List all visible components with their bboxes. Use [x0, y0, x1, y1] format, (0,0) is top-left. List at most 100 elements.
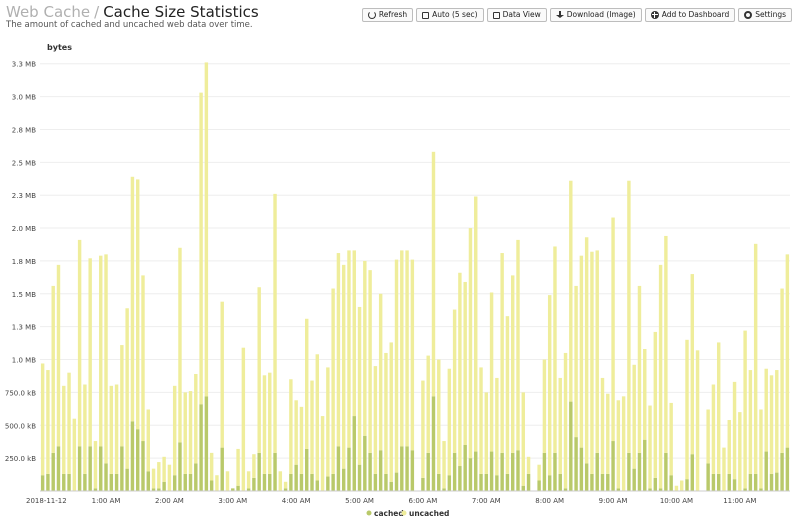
bar-uncached[interactable]: [653, 331, 658, 478]
bar-cached[interactable]: [146, 471, 150, 491]
bar-uncached[interactable]: [56, 264, 61, 447]
bar-uncached[interactable]: [510, 275, 515, 453]
bar-uncached[interactable]: [743, 330, 747, 489]
bar-cached[interactable]: [458, 466, 462, 491]
refresh-button[interactable]: Refresh: [361, 8, 414, 22]
bar-cached[interactable]: [120, 446, 124, 491]
bar-cached[interactable]: [569, 401, 573, 491]
bar-cached[interactable]: [558, 473, 562, 491]
bar-cached[interactable]: [405, 446, 409, 491]
bar-cached[interactable]: [574, 437, 578, 491]
bar-uncached[interactable]: [157, 462, 161, 489]
bar-uncached[interactable]: [474, 196, 478, 452]
bar-uncached[interactable]: [484, 392, 489, 474]
bar-cached[interactable]: [780, 452, 784, 491]
bar-uncached[interactable]: [722, 447, 726, 491]
bar-cached[interactable]: [231, 488, 235, 491]
bar-uncached[interactable]: [563, 352, 568, 489]
bar-cached[interactable]: [93, 488, 98, 491]
bar-cached[interactable]: [611, 441, 615, 491]
bar-cached[interactable]: [484, 473, 489, 491]
bar-uncached[interactable]: [99, 255, 103, 447]
bar-cached[interactable]: [595, 452, 599, 491]
bar-uncached[interactable]: [125, 308, 129, 469]
bar-cached[interactable]: [378, 450, 383, 491]
bar-cached[interactable]: [294, 464, 298, 491]
bar-uncached[interactable]: [547, 295, 552, 476]
bar-cached[interactable]: [151, 488, 156, 491]
bar-cached[interactable]: [310, 473, 314, 491]
bar-cached[interactable]: [500, 452, 504, 491]
bar-cached[interactable]: [299, 473, 304, 491]
bar-cached[interactable]: [183, 473, 187, 491]
bar-cached[interactable]: [394, 472, 399, 491]
bar-uncached[interactable]: [695, 350, 700, 491]
bar-cached[interactable]: [727, 473, 731, 491]
auto-refresh-toggle[interactable]: Auto (5 sec): [416, 8, 484, 22]
bar-uncached[interactable]: [257, 287, 261, 453]
bar-cached[interactable]: [109, 473, 114, 491]
bar-uncached[interactable]: [188, 391, 193, 474]
bar-uncached[interactable]: [426, 355, 430, 453]
bar-uncached[interactable]: [521, 392, 525, 486]
bar-uncached[interactable]: [109, 385, 114, 474]
bar-cached[interactable]: [305, 448, 309, 491]
bar-cached[interactable]: [40, 475, 45, 491]
bar-uncached[interactable]: [664, 235, 668, 453]
bar-uncached[interactable]: [495, 377, 499, 476]
bar-uncached[interactable]: [252, 454, 256, 478]
bar-cached[interactable]: [77, 446, 82, 491]
bar-uncached[interactable]: [120, 345, 124, 447]
bar-uncached[interactable]: [685, 339, 689, 480]
bar-uncached[interactable]: [452, 309, 457, 453]
bar-cached[interactable]: [563, 488, 568, 491]
bar-cached[interactable]: [590, 473, 594, 491]
bar-uncached[interactable]: [299, 406, 304, 474]
bar-uncached[interactable]: [558, 377, 562, 474]
bar-uncached[interactable]: [732, 381, 737, 480]
bar-uncached[interactable]: [764, 368, 768, 452]
bar-uncached[interactable]: [458, 272, 462, 467]
bar-uncached[interactable]: [606, 393, 610, 474]
bar-uncached[interactable]: [241, 347, 246, 491]
bar-cached[interactable]: [199, 404, 203, 491]
bar-cached[interactable]: [627, 452, 631, 491]
bar-cached[interactable]: [46, 473, 50, 491]
bar-cached[interactable]: [336, 446, 341, 491]
bar-uncached[interactable]: [384, 352, 388, 474]
bar-cached[interactable]: [643, 439, 647, 491]
bar-cached[interactable]: [547, 475, 552, 491]
bar-uncached[interactable]: [204, 62, 209, 397]
bar-uncached[interactable]: [183, 392, 187, 474]
bar-uncached[interactable]: [62, 385, 66, 474]
bar-cached[interactable]: [51, 452, 55, 491]
bar-cached[interactable]: [759, 488, 763, 491]
bar-cached[interactable]: [579, 447, 584, 491]
bar-cached[interactable]: [347, 447, 351, 491]
bar-uncached[interactable]: [516, 239, 520, 451]
bar-uncached[interactable]: [46, 370, 50, 474]
bar-cached[interactable]: [632, 468, 636, 491]
bar-uncached[interactable]: [500, 253, 504, 453]
bar-uncached[interactable]: [199, 92, 203, 405]
bar-cached[interactable]: [753, 473, 758, 491]
bar-cached[interactable]: [653, 477, 658, 491]
bar-uncached[interactable]: [93, 441, 98, 489]
bar-cached[interactable]: [88, 446, 92, 491]
bar-uncached[interactable]: [680, 480, 684, 491]
bar-uncached[interactable]: [341, 264, 346, 469]
bar-uncached[interactable]: [437, 359, 441, 474]
bar-cached[interactable]: [384, 473, 388, 491]
bar-cached[interactable]: [606, 473, 610, 491]
bar-cached[interactable]: [452, 452, 457, 491]
data-view-toggle[interactable]: Data View: [486, 8, 547, 22]
bar-uncached[interactable]: [690, 274, 695, 455]
bar-uncached[interactable]: [278, 471, 283, 491]
breadcrumb-parent[interactable]: Web Cache: [6, 3, 91, 21]
bar-uncached[interactable]: [326, 367, 330, 477]
bar-uncached[interactable]: [209, 452, 214, 481]
bar-cached[interactable]: [62, 473, 66, 491]
bar-cached[interactable]: [130, 421, 135, 491]
bar-uncached[interactable]: [780, 288, 784, 453]
bar-uncached[interactable]: [431, 151, 436, 397]
